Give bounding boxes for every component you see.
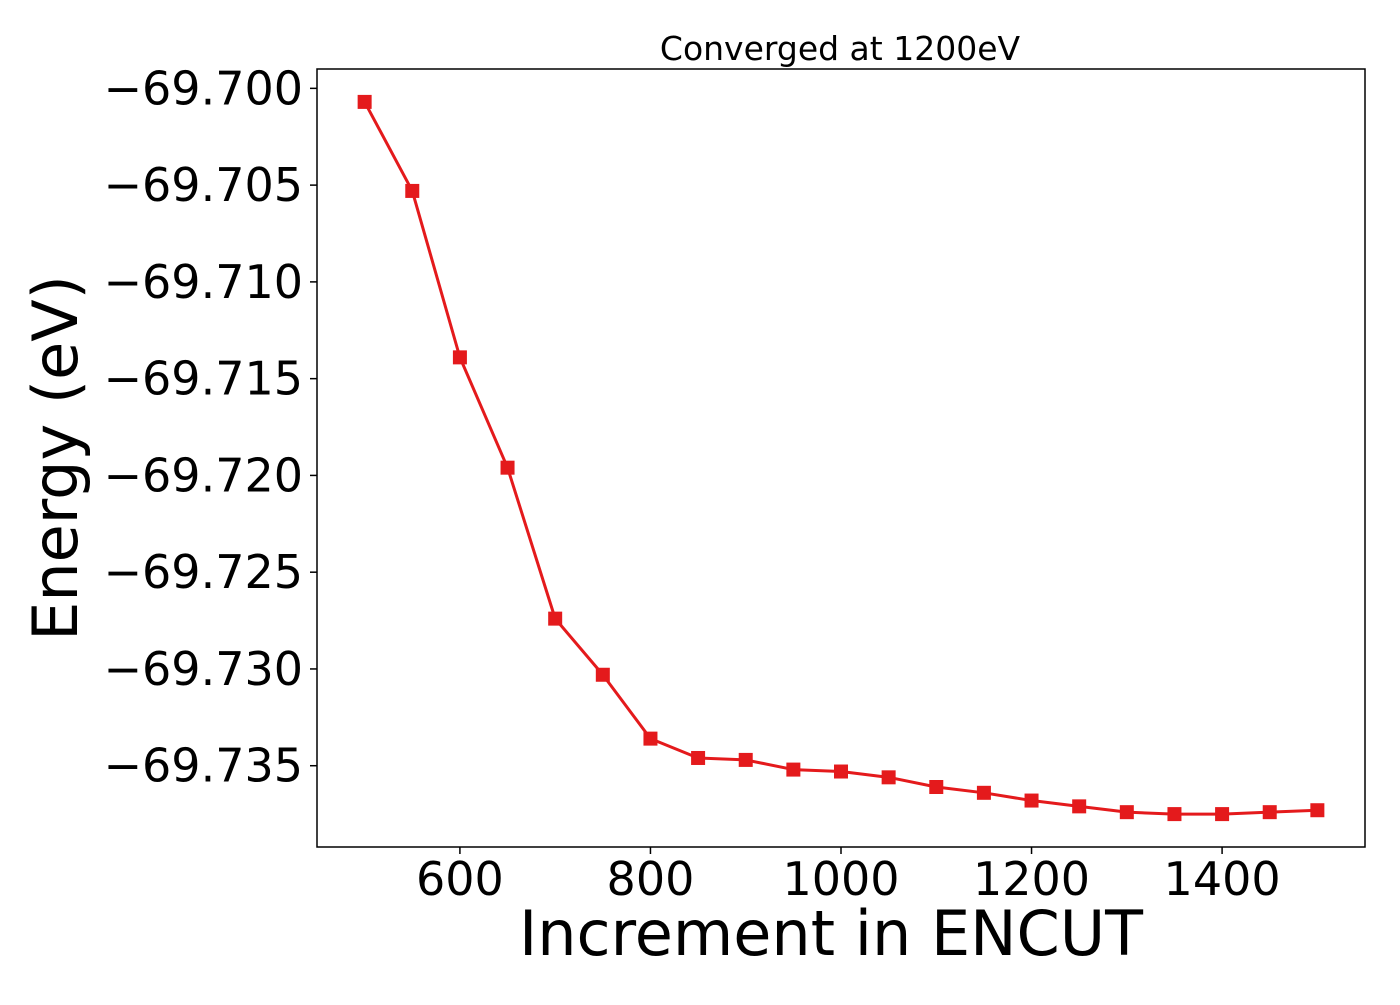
y-tick-label: −69.735 bbox=[104, 739, 304, 793]
y-tick-label: −69.730 bbox=[104, 642, 304, 696]
data-point-marker bbox=[1024, 793, 1039, 808]
data-point-marker bbox=[357, 94, 372, 109]
x-tick-label: 1000 bbox=[782, 852, 899, 906]
data-point-marker bbox=[738, 752, 753, 767]
data-point-marker bbox=[1310, 803, 1325, 818]
y-axis: −69.700 −69.705 −69.710 −69.715 −69.720 −69.7… bbox=[104, 61, 317, 793]
data-point-marker bbox=[834, 764, 848, 779]
x-axis: 600 800 1000 1200 1400 bbox=[416, 847, 1281, 906]
x-tick-label: 1200 bbox=[973, 852, 1090, 906]
series-line bbox=[363, 101, 1318, 816]
data-point-marker bbox=[881, 770, 896, 785]
data-point-marker bbox=[1262, 805, 1277, 820]
data-point-marker bbox=[452, 350, 467, 365]
x-axis-label: Increment in ENCUT bbox=[519, 897, 1144, 970]
data-point-marker bbox=[786, 762, 801, 777]
y-tick-label: −69.700 bbox=[104, 61, 304, 115]
data-point-marker bbox=[548, 611, 563, 626]
x-tick-label: 1400 bbox=[1164, 852, 1281, 906]
data-point-marker bbox=[500, 460, 515, 475]
y-tick-label: −69.720 bbox=[104, 448, 304, 502]
y-tick-label: −69.710 bbox=[104, 255, 304, 309]
plot-series bbox=[357, 94, 1325, 822]
data-point-marker bbox=[929, 780, 944, 795]
data-point-marker bbox=[1119, 805, 1134, 820]
data-point-marker bbox=[643, 731, 658, 746]
data-point-marker bbox=[405, 183, 420, 198]
data-point-marker bbox=[691, 750, 706, 765]
data-point-marker bbox=[1167, 807, 1182, 822]
y-tick-label: −69.705 bbox=[104, 158, 304, 212]
plot-frame bbox=[316, 68, 1366, 848]
y-axis-label: Energy (eV) bbox=[19, 275, 92, 641]
x-tick-label: 600 bbox=[416, 852, 504, 906]
y-tick-label: −69.725 bbox=[104, 545, 304, 599]
y-tick-label: −69.715 bbox=[104, 352, 304, 406]
x-tick-label: 800 bbox=[607, 852, 695, 906]
data-point-marker bbox=[1215, 807, 1230, 822]
data-point-marker bbox=[1072, 799, 1087, 814]
data-point-marker bbox=[595, 667, 610, 682]
chart-title: Converged at 1200eV bbox=[660, 29, 1021, 68]
data-point-marker bbox=[976, 785, 991, 800]
